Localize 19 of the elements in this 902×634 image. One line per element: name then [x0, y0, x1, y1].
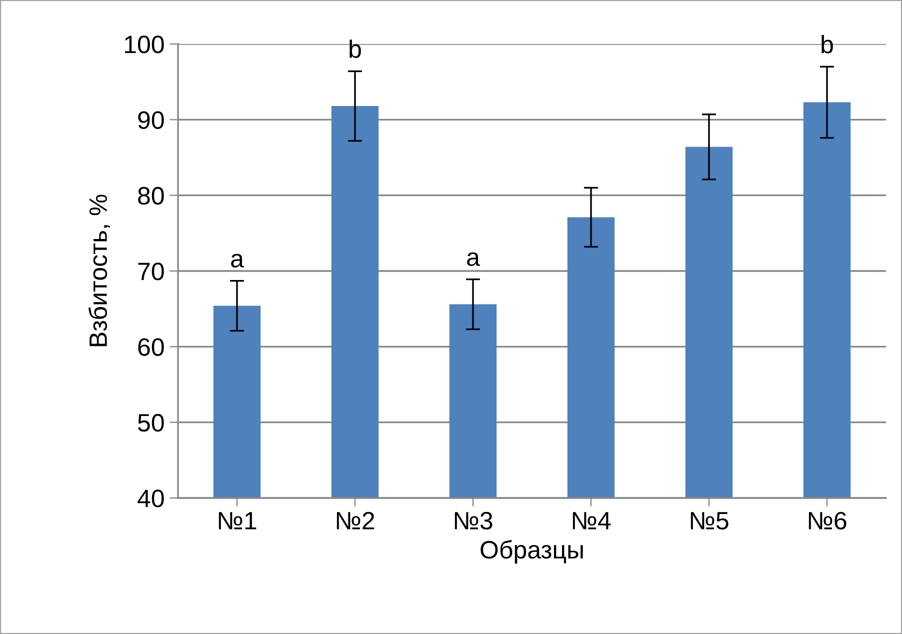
annotation: a: [467, 252, 480, 266]
y-tick-label: 50: [138, 414, 164, 432]
x-axis-title: Образцы: [480, 540, 583, 564]
x-tick-label: №4: [572, 512, 611, 530]
y-axis-title: Взбитость, %: [88, 194, 110, 346]
x-tick-label: №1: [218, 512, 256, 530]
annotation: b: [822, 35, 833, 54]
y-tick-label: 60: [138, 338, 164, 356]
y-tick-label: 80: [138, 186, 164, 205]
annotation: a: [231, 254, 244, 268]
annotation: b: [350, 40, 361, 58]
y-tick-label: 70: [138, 262, 164, 280]
y-tick-label: 90: [138, 111, 164, 129]
y-tick-label: 40: [138, 490, 164, 508]
y-tick-label: 100: [125, 36, 164, 54]
x-tick-label: №3: [454, 512, 492, 530]
x-tick-label: №2: [336, 512, 374, 530]
x-tick-label: №5: [690, 512, 728, 530]
x-tick-label: №6: [808, 512, 846, 530]
